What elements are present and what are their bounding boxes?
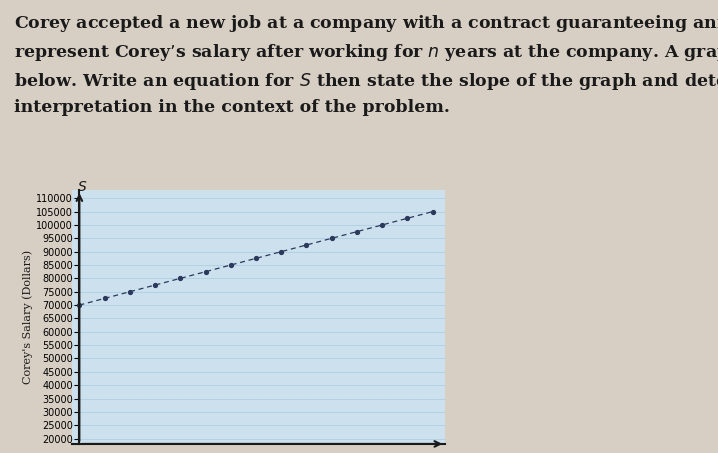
Text: $S$: $S$ [77,180,87,194]
Y-axis label: Corey's Salary (Dollars): Corey's Salary (Dollars) [23,250,34,384]
Text: Corey accepted a new job at a company with a contract guaranteeing annual raises: Corey accepted a new job at a company wi… [14,13,718,116]
